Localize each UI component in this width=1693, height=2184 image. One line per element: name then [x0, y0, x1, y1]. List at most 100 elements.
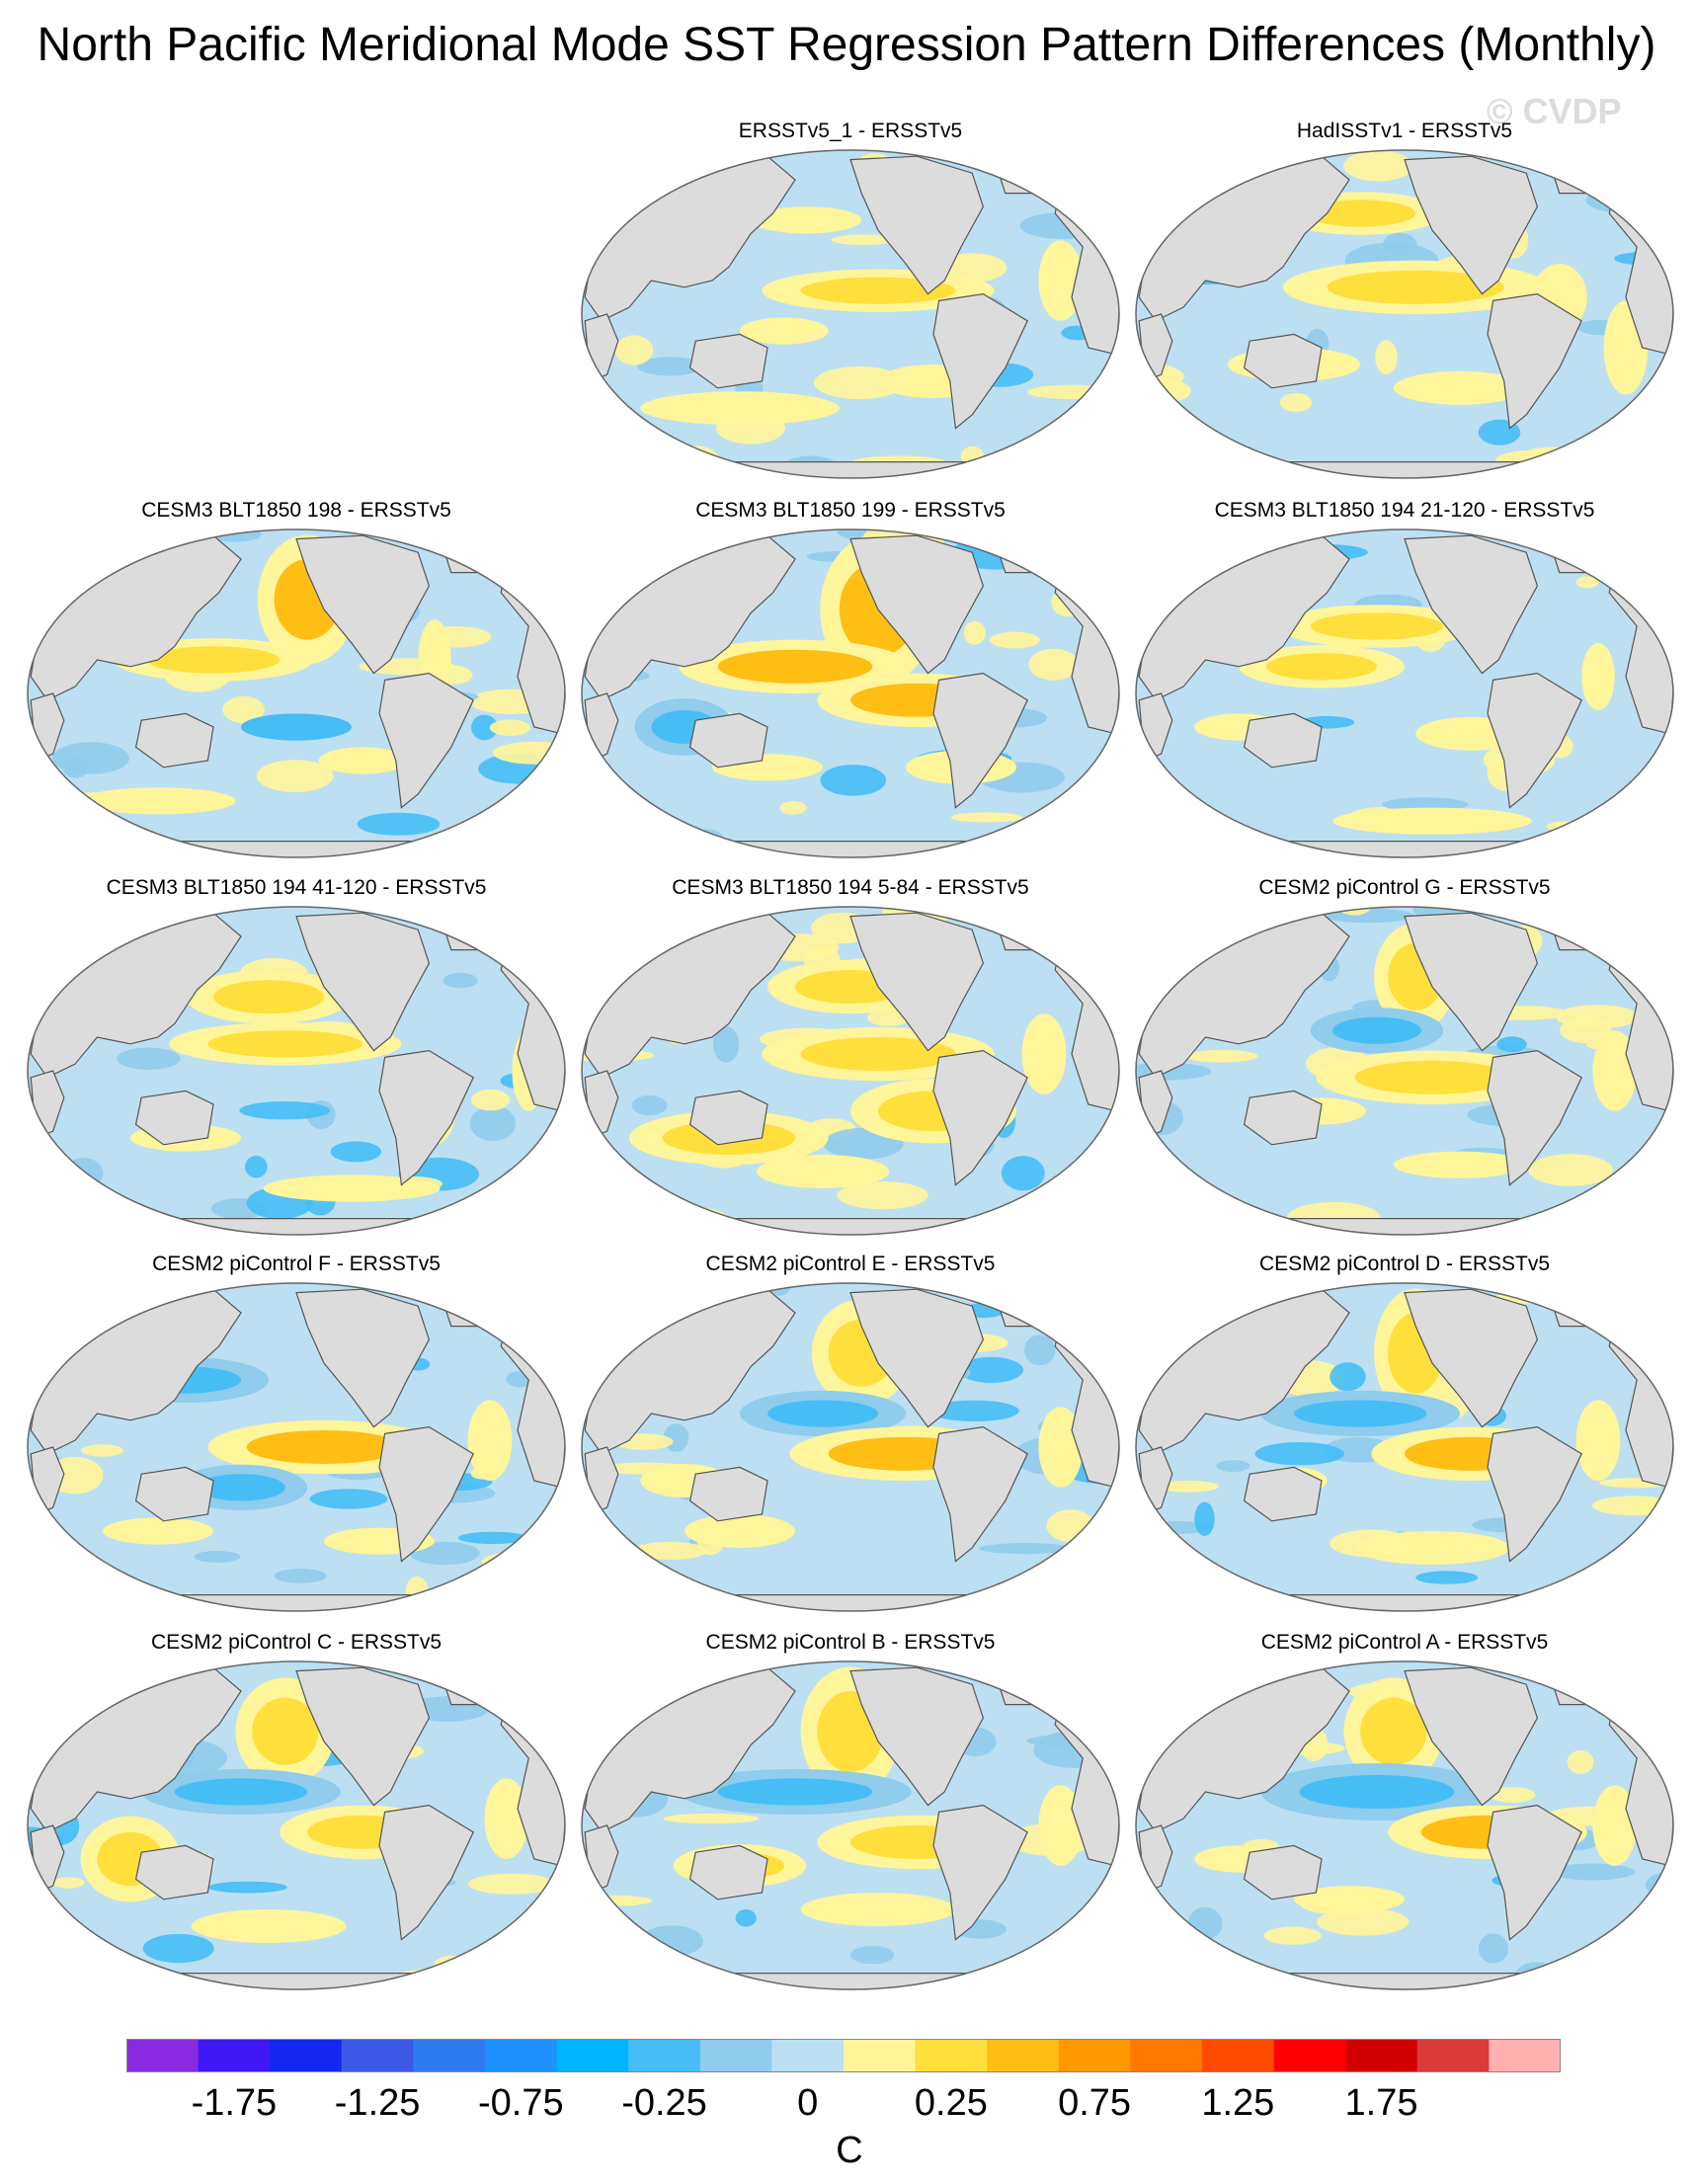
landmass	[688, 333, 768, 389]
anomaly-speckle	[28, 1283, 67, 1318]
colorbar-swatch	[771, 2039, 845, 2072]
anomaly-speckle	[309, 1489, 388, 1509]
anomaly-speckle	[239, 1101, 331, 1120]
colorbar-swatch	[987, 2039, 1060, 2072]
anomaly-speckle	[1601, 800, 1673, 829]
landmass	[1210, 461, 1599, 478]
anomaly-patch	[1592, 1030, 1638, 1111]
colorbar-swatch	[1489, 2039, 1561, 2072]
panel-title: CESM2 piControl E - ERSSTv5	[705, 1253, 996, 1275]
anomaly-speckle	[489, 719, 531, 736]
anomaly-speckle	[1136, 1139, 1143, 1156]
landmass	[378, 1049, 474, 1186]
anomaly-speckle	[357, 812, 441, 836]
anomaly-speckle	[950, 812, 1023, 823]
anomaly-speckle	[989, 631, 1040, 649]
anomaly-speckle	[1550, 1863, 1636, 1881]
map-panel	[1135, 528, 1674, 858]
panel-title: CESM2 piControl C - ERSSTv5	[150, 1631, 443, 1654]
anomaly-patch	[1299, 1775, 1455, 1809]
anomaly-speckle	[593, 1691, 637, 1712]
anomaly-speckle	[45, 1975, 123, 1989]
anomaly-speckle	[1567, 1749, 1594, 1774]
anomaly-speckle	[631, 1094, 668, 1116]
landmass	[656, 841, 1045, 857]
landmass	[1243, 333, 1323, 389]
anomaly-speckle	[1263, 1926, 1322, 1945]
anomaly-speckle	[958, 1356, 1023, 1383]
map-panel	[581, 906, 1120, 1236]
anomaly-patch	[1393, 370, 1527, 405]
anomaly-patch	[467, 1400, 513, 1481]
anomaly-patch	[740, 317, 829, 345]
map-panel	[27, 528, 566, 858]
colorbar-tick-label: 0.25	[914, 2082, 988, 2124]
anomaly-speckle	[553, 1661, 565, 1672]
anomaly-speckle	[1375, 340, 1398, 375]
anomaly-patch	[1393, 1151, 1527, 1178]
anomaly-speckle	[713, 1025, 740, 1063]
panel-title: CESM3 BLT1850 194 5-84 - ERSSTv5	[672, 876, 1029, 899]
anomaly-speckle	[1528, 1154, 1613, 1186]
anomaly-speckle	[1136, 1560, 1144, 1579]
anomaly-speckle	[1028, 648, 1080, 681]
anomaly-speckle	[1136, 1965, 1181, 1979]
anomaly-speckle	[582, 154, 637, 184]
colorbar-swatch	[413, 2039, 486, 2072]
anomaly-speckle	[582, 1919, 638, 1936]
anomaly-speckle	[1279, 393, 1313, 412]
anomaly-speckle	[582, 1956, 614, 1989]
anomaly-speckle	[1572, 1298, 1651, 1328]
map-outline	[1135, 528, 1674, 858]
anomaly-speckle	[992, 848, 1073, 857]
anomaly-speckle	[1415, 1571, 1479, 1584]
anomaly-patch	[103, 1517, 213, 1545]
landmass	[1487, 1049, 1582, 1186]
anomaly-patch	[1332, 1016, 1421, 1044]
map-panel	[27, 1660, 566, 1990]
landmass	[1404, 155, 1539, 295]
anomaly-speckle	[1023, 1335, 1056, 1366]
anomaly-patch	[191, 1909, 347, 1943]
map-outline	[1135, 906, 1674, 1236]
anomaly-patch	[800, 1037, 956, 1071]
map-outline	[581, 1660, 1120, 1990]
anomaly-speckle	[471, 1089, 511, 1111]
panel-title: CESM2 piControl A - ERSSTv5	[1260, 1631, 1549, 1654]
landmass	[688, 1844, 768, 1901]
anomaly-speckle	[582, 1895, 653, 1906]
anomaly-speckle	[1194, 1501, 1215, 1537]
anomaly-speckle	[245, 1156, 268, 1178]
colorbar-swatch	[270, 2039, 343, 2072]
anomaly-speckle	[971, 1969, 1057, 1987]
anomaly-speckle	[1254, 1442, 1344, 1466]
anomaly-patch	[800, 1893, 956, 1926]
anomaly-speckle	[194, 1551, 241, 1563]
anomaly-speckle	[663, 1813, 760, 1824]
anomaly-speckle	[582, 1678, 617, 1709]
anomaly-speckle	[820, 765, 887, 796]
anomaly-patch	[800, 277, 956, 304]
anomaly-patch	[263, 1174, 441, 1202]
landmass	[1210, 841, 1599, 857]
landmass	[1243, 1466, 1323, 1522]
anomaly-patch	[1575, 1400, 1621, 1481]
anomaly-speckle	[1330, 1362, 1366, 1392]
landmass	[932, 1425, 1028, 1563]
anomaly-speckle	[63, 1158, 104, 1189]
panel-title: CESM3 BLT1850 194 21-120 - ERSSTv5	[1214, 499, 1595, 522]
colorbar-tick-label: -0.75	[477, 2082, 564, 2124]
anomaly-patch	[1310, 612, 1444, 640]
anomaly-patch	[1354, 1060, 1510, 1094]
panel-title: HadISSTv1 - ERSSTv5	[1296, 120, 1513, 142]
anomaly-patch	[1581, 643, 1615, 710]
anomaly-speckle	[469, 1105, 517, 1142]
anomaly-patch	[717, 649, 873, 684]
anomaly-speckle	[928, 1400, 1019, 1421]
colorbar-swatch	[915, 2039, 988, 2072]
colorbar-tick-label: -0.25	[621, 2082, 707, 2124]
landmass	[378, 1804, 474, 1941]
landmass	[1487, 1804, 1582, 1941]
anomaly-speckle	[1136, 410, 1188, 434]
anomaly-speckle	[1591, 1496, 1673, 1516]
